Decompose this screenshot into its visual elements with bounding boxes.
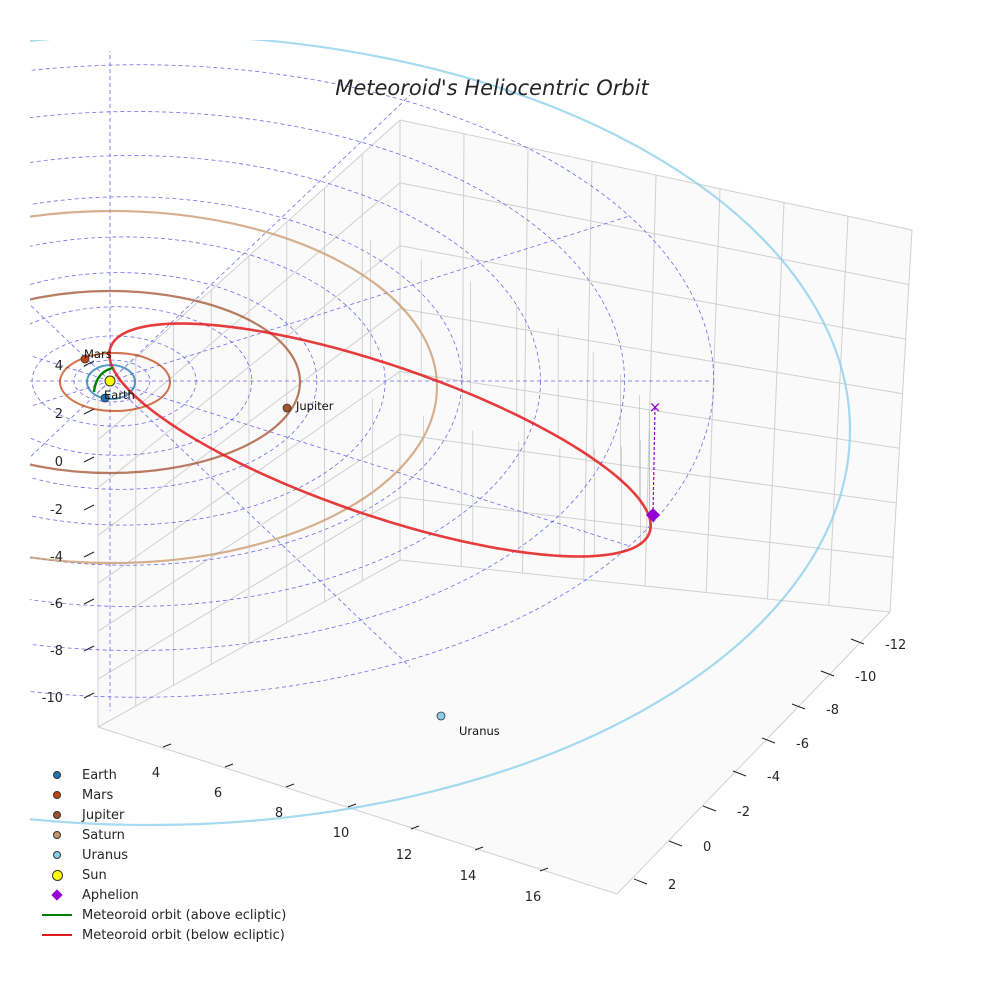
aphelion-drop-line <box>652 406 656 516</box>
legend-item: Aphelion <box>40 885 286 905</box>
legend-label: Earth <box>82 767 117 783</box>
z-tick-label: 4 <box>55 359 63 374</box>
x-tick-label: 12 <box>396 848 413 863</box>
legend: Earth Mars Jupiter Saturn Uranus Sun Aphelion M… <box>40 765 286 945</box>
z-tick-label: -4 <box>50 550 63 565</box>
legend-item: Sun <box>40 865 286 885</box>
sun-marker <box>104 375 116 387</box>
y-tick-label: -12 <box>885 638 906 653</box>
y-tick-label: -8 <box>826 703 839 718</box>
x-tick-label: 14 <box>460 869 477 884</box>
z-tick-label: -10 <box>42 691 63 706</box>
legend-item: Earth <box>40 765 286 785</box>
chart-title: Meteoroid's Heliocentric Orbit <box>335 76 649 100</box>
legend-label: Meteoroid orbit (above ecliptic) <box>82 907 287 923</box>
meteoroid-orbit-below <box>107 322 653 558</box>
z-tick-label: -6 <box>50 597 63 612</box>
aphelion-marker <box>646 508 660 522</box>
z-tick-label: 0 <box>55 455 63 470</box>
legend-label: Saturn <box>82 827 125 843</box>
ecliptic-grid <box>30 51 714 711</box>
legend-label: Aphelion <box>82 887 139 903</box>
mars-label: Mars <box>84 347 112 361</box>
earth-marker <box>100 393 110 403</box>
legend-key <box>40 908 74 922</box>
meteoroid-orbit-above <box>92 366 114 393</box>
saturn-orbit <box>30 209 439 565</box>
x-tick-label: 8 <box>275 806 283 821</box>
y-tick-label: -4 <box>767 770 780 785</box>
earth-label: Earth <box>104 388 135 402</box>
legend-label: Mars <box>82 787 114 803</box>
meteoroid-orbit <box>92 322 653 558</box>
aphelion-projection-marker: × <box>649 398 662 416</box>
jupiter-marker <box>282 403 292 413</box>
y-tick-label: -2 <box>737 805 750 820</box>
x-tick-label: 4 <box>152 766 160 781</box>
jupiter-orbit <box>30 289 302 475</box>
mars-orbit <box>59 352 171 412</box>
legend-key <box>40 808 74 822</box>
planet-orbits <box>30 40 851 826</box>
legend-label: Uranus <box>82 847 129 863</box>
legend-label: Jupiter <box>82 807 125 823</box>
y-tick-label: -10 <box>855 670 876 685</box>
legend-item: Uranus <box>40 845 286 865</box>
uranus-orbit <box>30 40 851 826</box>
y-tick-label: 0 <box>703 840 711 855</box>
axis-ticks: 4 6 8 10 12 14 16 -12 -10 -8 -6 -4 -2 0 2 4 2 0 -2 -4 -6 -8 -1… <box>42 359 906 905</box>
legend-key <box>40 868 74 882</box>
x-tick-label: 10 <box>333 826 350 841</box>
z-tick-label: 2 <box>55 407 63 422</box>
uranus-label: Uranus <box>459 724 500 738</box>
uranus-marker <box>436 711 446 721</box>
y-tick-label: 2 <box>668 878 676 893</box>
legend-item: Mars <box>40 785 286 805</box>
z-tick-label: -8 <box>50 644 63 659</box>
legend-key <box>40 788 74 802</box>
legend-label: Sun <box>82 867 107 883</box>
markers: × Earth Mars Jupiter Uranus <box>80 347 662 738</box>
legend-key <box>40 828 74 842</box>
legend-item: Jupiter <box>40 805 286 825</box>
z-tick-label: -2 <box>50 503 63 518</box>
drop-lines <box>370 240 650 556</box>
axis-panes <box>97 119 913 895</box>
legend-label: Meteoroid orbit (below ecliptic) <box>82 927 285 943</box>
jupiter-label: Jupiter <box>295 399 334 413</box>
legend-key <box>40 928 74 942</box>
legend-item: Meteoroid orbit (below ecliptic) <box>40 925 286 945</box>
x-tick-label: 6 <box>214 786 222 801</box>
legend-key <box>40 888 74 902</box>
mars-marker <box>80 354 90 364</box>
legend-key <box>40 848 74 862</box>
y-tick-label: -6 <box>796 737 809 752</box>
x-tick-label: 16 <box>525 890 542 905</box>
legend-key <box>40 768 74 782</box>
legend-item: Meteoroid orbit (above ecliptic) <box>40 905 286 925</box>
legend-item: Saturn <box>40 825 286 845</box>
